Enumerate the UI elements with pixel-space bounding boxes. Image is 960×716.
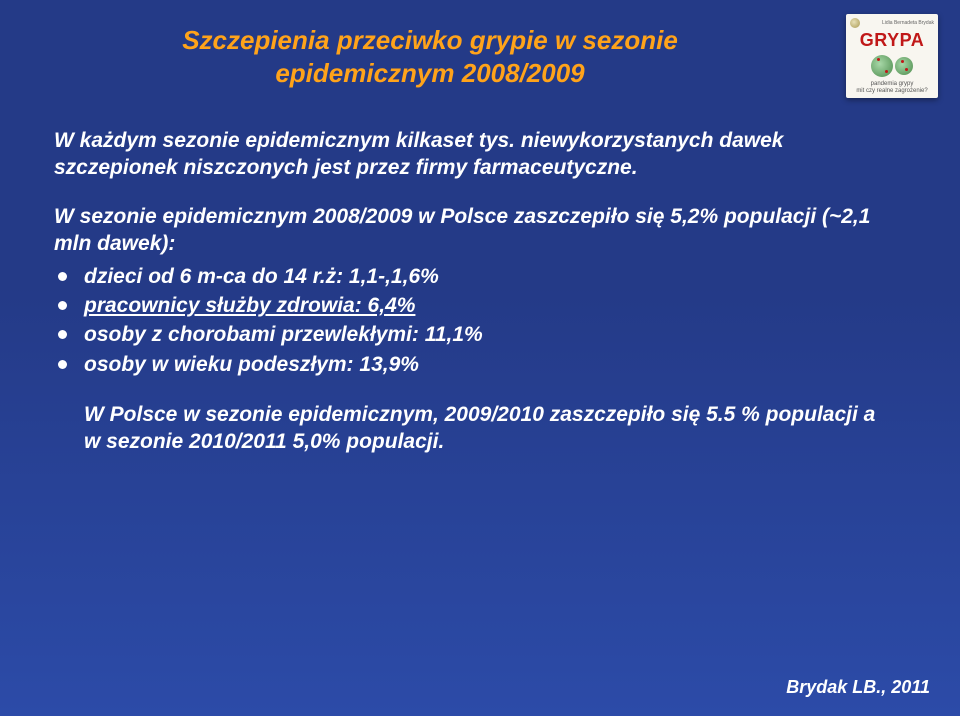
bullet-text: pracownicy służby zdrowia: 6,4% (84, 294, 415, 317)
paragraph-3: W Polsce w sezonie epidemicznym, 2009/20… (54, 401, 886, 456)
paragraph-1: W każdym sezonie epidemicznym kilkaset t… (54, 128, 886, 182)
badge-sub2: mit czy realne zagrożenie? (856, 88, 927, 94)
badge-illustration (850, 53, 934, 79)
bullet-text: osoby z chorobami przewlekłymi: 11,1% (84, 323, 483, 346)
paragraph-2: W sezonie epidemicznym 2008/2009 w Polsc… (54, 204, 886, 258)
badge-subtitle: pandemia grypy mit czy realne zagrożenie… (856, 81, 927, 95)
badge-word: GRYPA (860, 30, 925, 51)
list-item: osoby w wieku podeszłym: 13,9% (84, 350, 886, 379)
list-item: osoby z chorobami przewlekłymi: 11,1% (84, 320, 886, 349)
logo-badge: Lidia Bernadeta Brydak GRYPA pandemia gr… (846, 14, 938, 98)
footer-citation: Brydak LB., 2011 (786, 677, 930, 698)
bullet-list: dzieci od 6 m-ca do 14 r.ż: 1,1-,1,6% pr… (54, 262, 886, 380)
badge-sub1: pandemia grypy (871, 81, 914, 87)
title-line-2: epidemicznym 2008/2009 (60, 57, 800, 90)
virus-icon (871, 55, 893, 77)
list-item: dzieci od 6 m-ca do 14 r.ż: 1,1-,1,6% (84, 262, 886, 291)
bullet-text: osoby w wieku podeszłym: 13,9% (84, 353, 419, 376)
badge-top-row: Lidia Bernadeta Brydak (850, 18, 934, 28)
bullet-text: dzieci od 6 m-ca do 14 r.ż: 1,1-,1,6% (84, 265, 439, 288)
slide-title: Szczepienia przeciwko grypie w sezonie e… (60, 24, 800, 89)
coin-icon (850, 18, 860, 28)
virus-icon (895, 57, 913, 75)
list-item: pracownicy służby zdrowia: 6,4% (84, 291, 886, 320)
title-line-1: Szczepienia przeciwko grypie w sezonie (60, 24, 800, 57)
badge-top-label: Lidia Bernadeta Brydak (882, 20, 934, 26)
slide-body: W każdym sezonie epidemicznym kilkaset t… (54, 128, 886, 456)
